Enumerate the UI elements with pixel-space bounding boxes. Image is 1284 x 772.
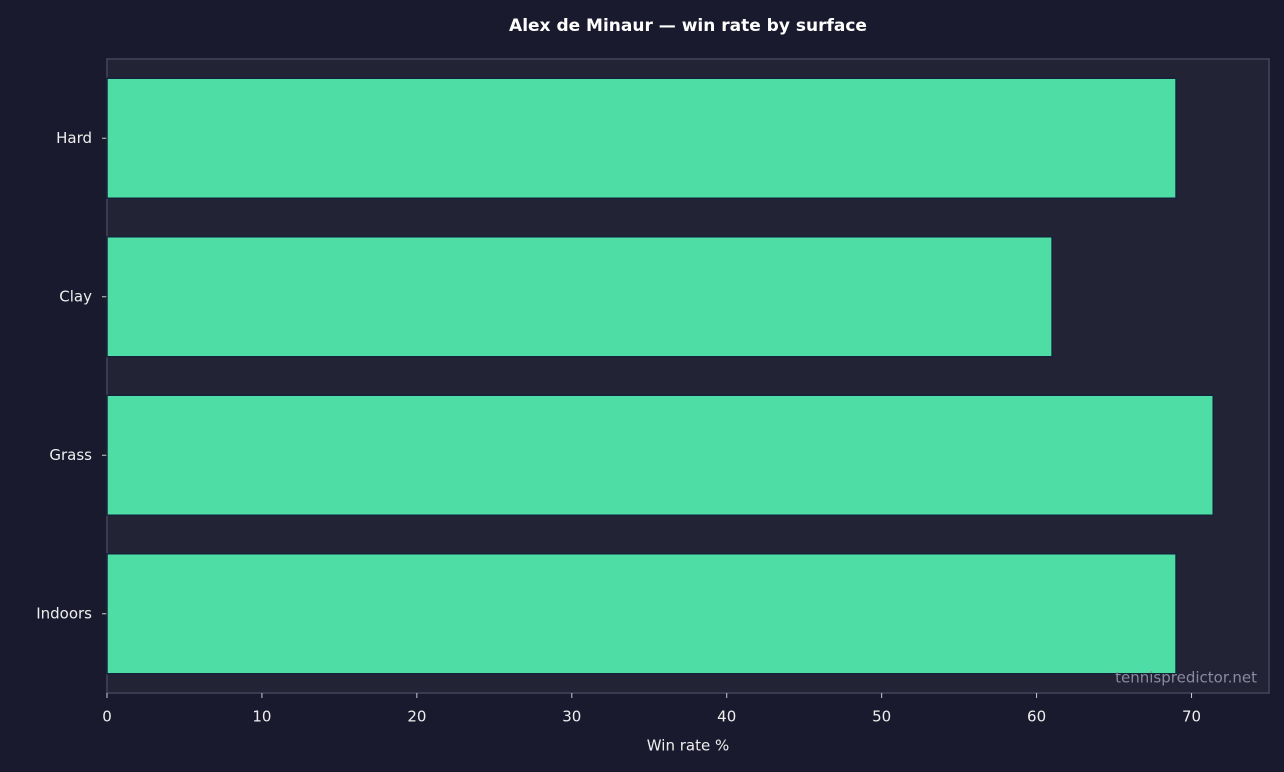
y-tick-label: Grass [49, 446, 92, 464]
watermark: tennispredictor.net [1115, 669, 1257, 687]
y-tick-label: Clay [59, 287, 92, 305]
x-tick-label: 30 [562, 708, 581, 726]
x-tick-label: 0 [102, 708, 112, 726]
x-tick-label: 60 [1027, 708, 1046, 726]
x-tick-label: 40 [717, 708, 736, 726]
y-tick-label: Indoors [36, 604, 92, 622]
x-tick-label: 70 [1182, 708, 1201, 726]
x-tick-label: 50 [872, 708, 891, 726]
chart-title: Alex de Minaur — win rate by surface [509, 16, 867, 36]
x-tick-label: 20 [407, 708, 426, 726]
bar [106, 77, 1177, 199]
bar [106, 394, 1214, 516]
bar [106, 553, 1177, 675]
bar [106, 236, 1053, 358]
y-tick-label: Hard [56, 129, 92, 147]
x-axis-label: Win rate % [647, 737, 729, 755]
x-tick-label: 10 [252, 708, 271, 726]
